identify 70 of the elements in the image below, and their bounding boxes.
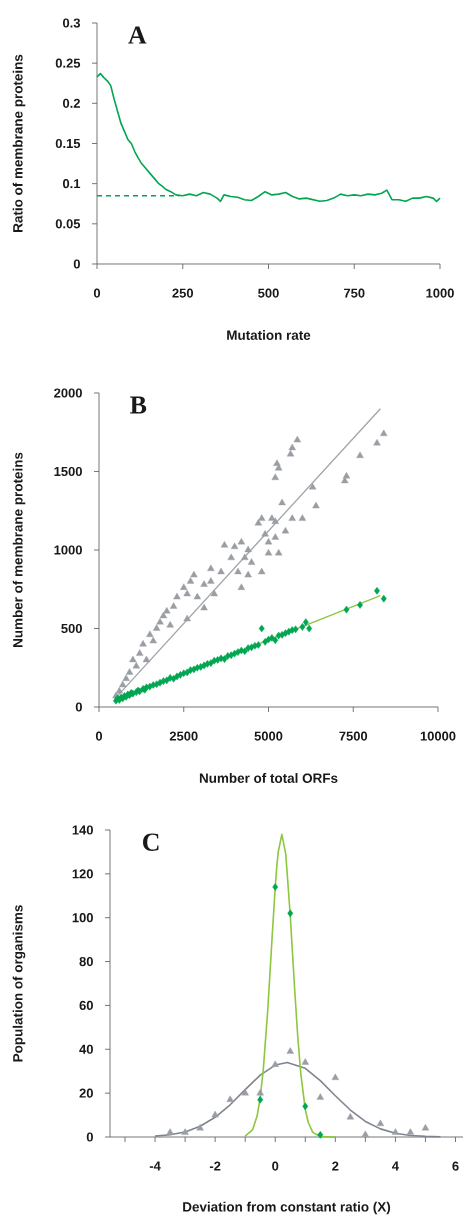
point [196, 1124, 204, 1131]
chart-title: A [128, 26, 147, 44]
point [302, 1102, 309, 1111]
point [211, 1110, 219, 1118]
line-series [244, 833, 337, 1138]
y-axis-title: Ratio of membrane proteins [12, 54, 26, 232]
x-tick-label: 750 [344, 288, 365, 298]
point [376, 1119, 385, 1127]
x-axis-title: Mutation rate [227, 330, 311, 340]
y-tick-label: 0.05 [55, 219, 81, 229]
y-tick-label: 0 [73, 259, 80, 269]
x-tick-label: 6 [452, 1161, 459, 1171]
y-tick-label: 0.1 [62, 179, 81, 189]
y-tick-label: 0 [75, 702, 82, 712]
y-tick-label: 60 [79, 1000, 93, 1011]
y-tick-label: 20 [79, 1088, 93, 1098]
y-tick-label: 0.3 [62, 18, 81, 28]
point [421, 1124, 430, 1131]
point [391, 1128, 400, 1135]
x-tick-label: 250 [172, 288, 194, 298]
x-tick-label: -2 [209, 1161, 221, 1171]
y-tick-label: 120 [72, 869, 93, 879]
y-tick-label: 1000 [54, 545, 82, 555]
point [406, 1128, 415, 1135]
x-tick-label: 0 [272, 1161, 279, 1171]
point [286, 1047, 294, 1054]
point [272, 883, 279, 891]
y-axis-title: Number of membrane proteins [12, 452, 26, 647]
y-tick-label: 0.15 [55, 138, 81, 149]
y-tick-label: 0.2 [62, 98, 80, 108]
y-tick-label: 100 [72, 913, 93, 923]
x-tick-label: 7500 [339, 731, 368, 741]
x-tick-label: 4 [392, 1161, 399, 1171]
x-tick-label: 5000 [254, 731, 283, 741]
x-tick-label: -4 [149, 1161, 161, 1171]
point [287, 909, 294, 918]
y-tick-label: 0.25 [55, 58, 81, 68]
y-tick-label: 140 [72, 825, 93, 835]
point [301, 1058, 309, 1065]
x-tick-label: 500 [258, 288, 279, 298]
y-tick-label: 2000 [54, 388, 82, 398]
x-tick-label: 0 [95, 731, 103, 741]
chart-title: B [130, 396, 147, 414]
point [271, 1060, 279, 1067]
y-tick-label: 1500 [54, 466, 82, 477]
y-tick-label: 500 [61, 623, 82, 634]
x-tick-label: 10000 [420, 731, 456, 741]
point [241, 1088, 249, 1096]
point [166, 1128, 174, 1135]
x-tick-label: 2 [332, 1161, 339, 1171]
point [226, 1095, 234, 1102]
x-tick-label: 2500 [169, 731, 198, 741]
y-tick-label: 0 [86, 1132, 93, 1142]
y-tick-label: 80 [79, 956, 93, 967]
x-tick-label: 1000 [426, 288, 454, 298]
point [256, 1088, 264, 1096]
point [361, 1130, 370, 1138]
chart-title: C [143, 833, 159, 851]
x-axis-title: Number of total ORFs [199, 773, 338, 783]
point [331, 1073, 339, 1080]
point [317, 1131, 324, 1139]
point [316, 1093, 324, 1100]
point [346, 1113, 355, 1120]
point [181, 1128, 189, 1135]
line-series [154, 1061, 442, 1138]
y-tick-label: 40 [79, 1044, 93, 1054]
y-axis-title: Population of organisms [12, 905, 26, 1062]
point [257, 1095, 264, 1104]
x-tick-label: 0 [93, 288, 101, 298]
x-axis-title: Deviation from constant ratio (X) [183, 1201, 391, 1215]
